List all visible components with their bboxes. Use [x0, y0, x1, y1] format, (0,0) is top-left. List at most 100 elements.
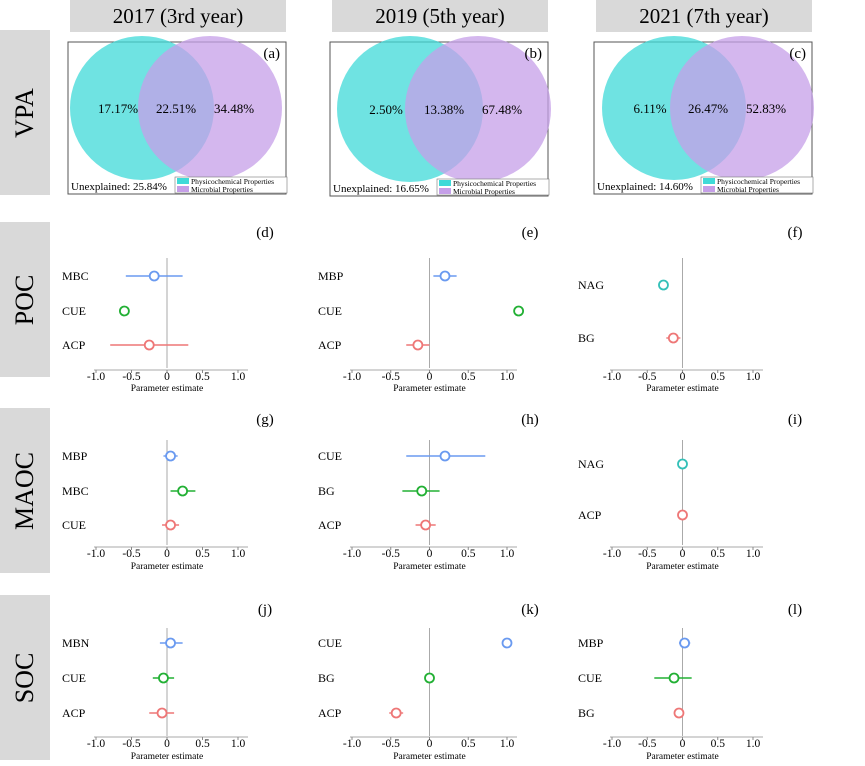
venn-middle-value: 13.38% [424, 102, 464, 117]
x-tick-label: 0.5 [711, 371, 726, 383]
x-tick-label: 0 [427, 371, 433, 383]
term-label: ACP [62, 338, 86, 352]
x-tick-label: -1.0 [87, 548, 105, 560]
column-header-2019: 2019 (5th year) [332, 0, 548, 32]
forest-panel-label: (e) [522, 225, 539, 241]
x-tick-label: 0.5 [711, 548, 726, 560]
point-estimate [677, 509, 688, 521]
x-axis-title: Parameter estimate [393, 384, 466, 394]
forest-panel-label: (j) [258, 602, 272, 618]
forest-panel-label: (l) [788, 602, 802, 618]
x-tick-label: 0.5 [461, 371, 476, 383]
venn-middle-value: 26.47% [688, 101, 728, 116]
forest-panel: (l) -1.0 -0.5 0 0.5 1.0 Parameter estimate MBP C… [578, 602, 802, 762]
x-tick-label: -1.0 [343, 738, 361, 750]
term-label: MBC [62, 269, 89, 283]
point-estimate [667, 332, 679, 344]
point-estimate [420, 519, 432, 531]
term-label: BG [318, 671, 335, 685]
x-axis-title: Parameter estimate [646, 384, 719, 394]
x-axis-title: Parameter estimate [131, 752, 204, 762]
forest-panel: (f) -1.0 -0.5 0 0.5 1.0 Parameter estimate NAG B… [578, 225, 803, 394]
x-tick-label: -0.5 [382, 738, 400, 750]
x-tick-label: 1.0 [746, 548, 761, 560]
venn-legend-physicochemical: Physicochemical Properties [191, 177, 274, 186]
point-estimate [416, 485, 428, 497]
term-label: BG [578, 331, 595, 345]
term-label: CUE [578, 671, 602, 685]
term-label: ACP [578, 508, 602, 522]
forest-panel-label: (g) [256, 412, 274, 428]
x-tick-label: -1.0 [603, 371, 621, 383]
venn-legend-swatch-microbial [703, 186, 715, 192]
venn-panel-label: (b) [525, 46, 543, 62]
venn-unexplained: Unexplained: 25.84% [71, 181, 167, 193]
point-estimate [658, 279, 669, 291]
column-header-2021: 2021 (7th year) [596, 0, 812, 32]
venn-legend-physicochemical: Physicochemical Properties [717, 177, 800, 186]
venn-middle-value: 22.51% [156, 101, 196, 116]
x-tick-label: -0.5 [638, 371, 656, 383]
x-tick-label: -0.5 [122, 548, 140, 560]
x-axis-title: Parameter estimate [646, 752, 719, 762]
venn-legend-swatch-microbial [177, 186, 189, 192]
forest-panel: (i) -1.0 -0.5 0 0.5 1.0 Parameter estimate NAG A… [578, 412, 802, 572]
x-tick-label: -1.0 [343, 371, 361, 383]
x-tick-label: 0.5 [461, 738, 476, 750]
x-tick-label: 0 [680, 371, 686, 383]
x-tick-label: 1.0 [500, 548, 515, 560]
x-tick-label: -0.5 [382, 371, 400, 383]
x-tick-label: -1.0 [87, 738, 105, 750]
venn-legend-microbial: Microbial Properties [717, 185, 779, 194]
point-estimate [158, 672, 169, 684]
point-estimate [679, 637, 691, 649]
x-axis-title: Parameter estimate [646, 562, 719, 572]
term-label: ACP [62, 706, 86, 720]
point-estimate [513, 305, 525, 317]
term-label: CUE [318, 636, 342, 650]
point-estimate [439, 270, 451, 282]
point-estimate [119, 305, 130, 317]
x-tick-label: 0.5 [461, 548, 476, 560]
x-tick-label: -0.5 [382, 548, 400, 560]
venn-legend-microbial: Microbial Properties [191, 185, 253, 194]
venn-right-value: 34.48% [214, 101, 254, 116]
row-header-maoc: MAOC [0, 408, 50, 573]
forest-panel: (d) -1.0 -0.5 0 0.5 1.0 Parameter estimate MBC C… [62, 225, 274, 394]
x-tick-label: 0 [680, 548, 686, 560]
venn-panel-label: (a) [263, 46, 280, 62]
x-tick-label: 1.0 [500, 371, 515, 383]
forest-panel: (j) -1.0 -0.5 0 0.5 1.0 Parameter estimate MBN C… [62, 602, 272, 762]
venn-panel: (b) 2.50% 13.38% 67.48% Unexplained: 16.65% P… [329, 36, 551, 197]
venn-panel: (c) 6.11% 26.47% 52.83% Unexplained: 14.60% P… [593, 36, 814, 195]
venn-panel-label: (c) [789, 46, 806, 62]
venn-legend-box [436, 178, 550, 196]
x-tick-label: 0 [427, 548, 433, 560]
point-estimate [148, 270, 160, 282]
point-estimate [165, 450, 176, 462]
venn-legend-box [174, 176, 288, 194]
point-estimate [165, 519, 176, 531]
venn-legend-box [700, 176, 814, 194]
term-label: CUE [318, 304, 342, 318]
term-label: CUE [318, 449, 342, 463]
term-label: MBP [578, 636, 604, 650]
point-estimate [390, 707, 402, 719]
venn-panel: (a) 17.17% 22.51% 34.48% Unexplained: 25.84%… [67, 36, 288, 195]
term-label: NAG [578, 457, 604, 471]
term-label: MBP [318, 269, 344, 283]
forest-panel: (h) -1.0 -0.5 0 0.5 1.0 Parameter estimate CUE B… [318, 412, 539, 572]
x-tick-label: 0 [164, 548, 170, 560]
x-tick-label: -1.0 [603, 738, 621, 750]
venn-circle-microbial [670, 36, 814, 180]
venn-left-value: 17.17% [98, 101, 138, 116]
x-tick-label: -1.0 [603, 548, 621, 560]
forest-panel-label: (k) [521, 602, 539, 618]
x-tick-label: 0 [427, 738, 433, 750]
venn-right-value: 67.48% [482, 102, 522, 117]
x-axis-title: Parameter estimate [131, 384, 204, 394]
x-tick-label: 0.5 [711, 738, 726, 750]
x-tick-label: 0 [680, 738, 686, 750]
